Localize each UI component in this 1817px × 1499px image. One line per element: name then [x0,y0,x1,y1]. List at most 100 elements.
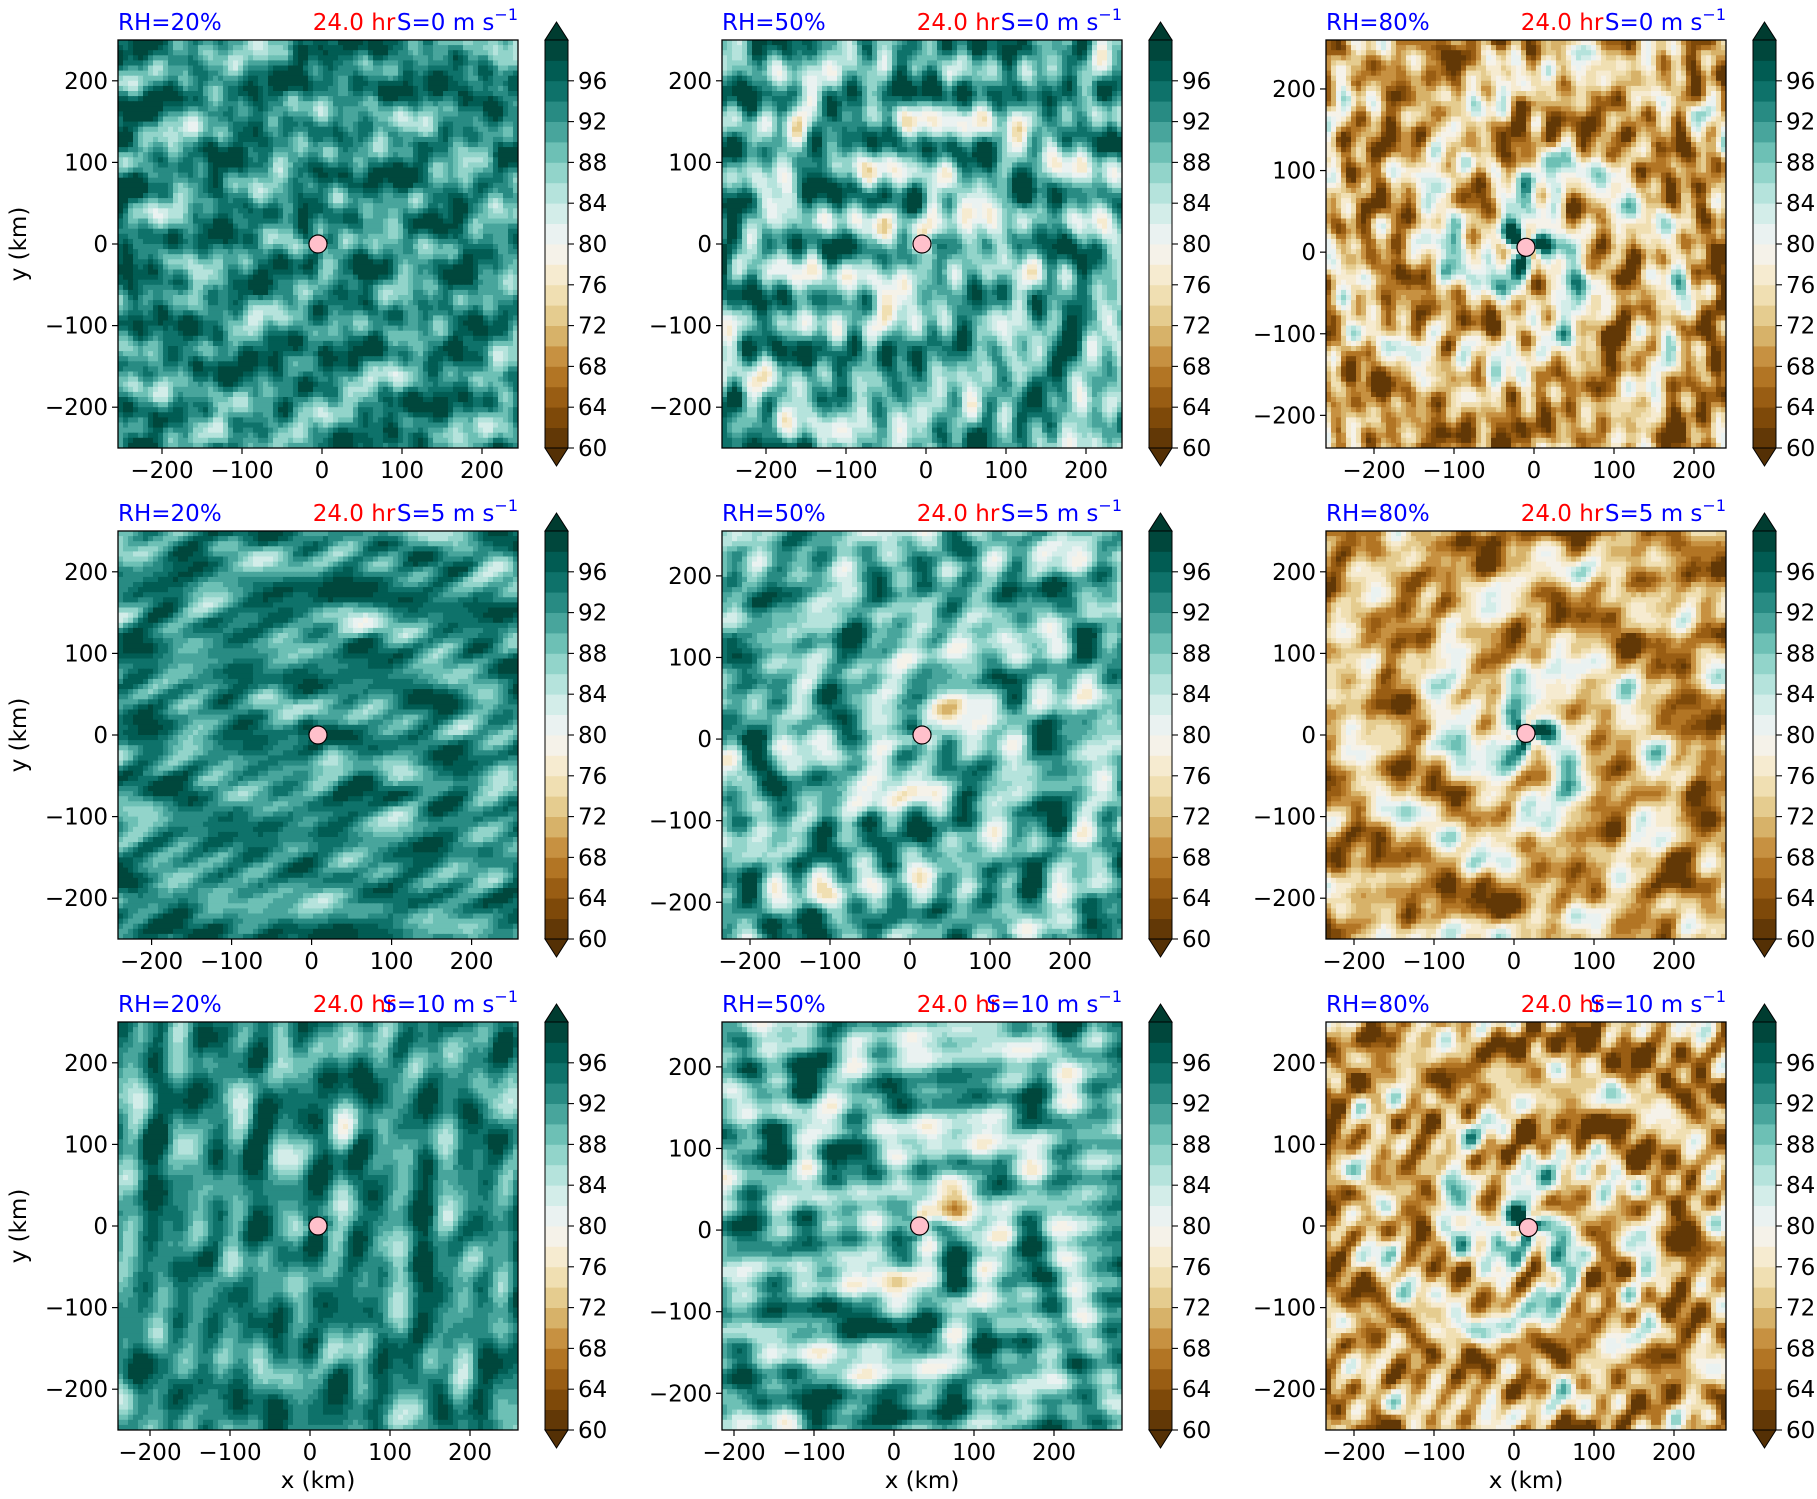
heatmap-cell [423,208,429,214]
heatmap-cell [393,305,399,311]
heatmap-cell [123,187,129,194]
heatmap-cell [173,335,179,342]
heatmap-cell [133,126,139,133]
heatmap-cell [338,147,344,153]
heatmap-cell [143,55,149,61]
heatmap-cell [263,249,269,255]
heatmap-cell [483,167,489,174]
heatmap-cell [323,315,329,322]
heatmap-cell [293,136,299,143]
heatmap-cell [508,152,514,158]
heatmap-cell [188,284,194,291]
heatmap-cell [418,305,424,311]
heatmap-cell [473,96,479,102]
heatmap-cell [253,218,259,225]
heatmap-cell [253,259,259,265]
heatmap-cell [488,259,494,265]
heatmap-cell [363,167,369,174]
heatmap-cell [458,320,464,327]
heatmap-cell [248,75,254,82]
heatmap-cell [418,228,424,235]
heatmap-cell [168,274,174,281]
heatmap-cell [463,70,469,77]
heatmap-cell [278,198,284,204]
heatmap-cell [483,289,489,296]
heatmap-cell [488,289,494,296]
heatmap-cell [473,330,479,337]
heatmap-cell [243,80,249,87]
heatmap-cell [323,106,329,112]
heatmap-cell [118,187,124,194]
heatmap-cell [198,351,204,357]
heatmap-cell [203,325,209,332]
heatmap-cell [493,177,499,184]
heatmap-cell [218,346,224,352]
heatmap-cell [293,213,299,220]
heatmap-cell [313,223,319,230]
heatmap-cell [383,40,389,46]
heatmap-cell [513,50,518,56]
heatmap-cell [218,351,224,357]
heatmap-cell [233,187,239,194]
heatmap-cell [253,50,259,56]
heatmap-cell [383,335,389,342]
heatmap-cell [428,187,434,194]
heatmap-cell [448,249,454,255]
heatmap-cell [218,213,224,220]
heatmap-cell [443,50,449,56]
heatmap-cell [358,315,364,322]
heatmap-cell [123,116,129,123]
heatmap-cell [408,310,414,316]
heatmap-cell [273,60,279,67]
heatmap-cell [503,111,509,118]
heatmap-cell [408,300,414,306]
heatmap-cell [153,310,159,316]
heatmap-cell [428,346,434,352]
heatmap-cell [213,91,219,97]
heatmap-cell [493,121,499,128]
heatmap-cell [493,147,499,153]
heatmap-cell [278,233,284,240]
heatmap-cell [478,65,484,72]
heatmap-cell [253,157,259,163]
heatmap-cell [218,274,224,281]
heatmap-cell [228,223,234,230]
heatmap-cell [373,116,379,123]
heatmap-cell [413,254,419,260]
heatmap-cell [453,121,459,128]
heatmap-cell [303,330,309,337]
heatmap-cell [248,244,254,250]
heatmap-cell [333,172,339,179]
heatmap-cell [183,325,189,332]
heatmap-cell [238,218,244,225]
heatmap-cell [408,187,414,194]
heatmap-cell [298,91,304,97]
heatmap-cell [493,45,499,51]
heatmap-cell [408,198,414,204]
heatmap-cell [288,351,294,357]
heatmap-cell [373,167,379,174]
heatmap-cell [143,264,149,271]
heatmap-cell [508,284,514,291]
heatmap-cell [368,106,374,112]
heatmap-cell [143,91,149,97]
heatmap-cell [323,85,329,92]
heatmap-cell [403,305,409,311]
heatmap-cell [478,162,484,169]
heatmap-cell [163,116,169,123]
heatmap-cell [388,55,394,61]
heatmap-cell [378,142,384,148]
heatmap-cell [258,152,264,158]
heatmap-cell [188,116,194,123]
heatmap-cell [128,208,134,214]
heatmap-cell [263,55,269,61]
heatmap-cell [158,218,164,225]
heatmap-cell [203,131,209,138]
heatmap-cell [488,187,494,194]
heatmap-cell [218,305,224,311]
heatmap-cell [458,335,464,342]
heatmap-cell [323,193,329,199]
heatmap-cell [478,157,484,163]
heatmap-cell [143,218,149,225]
heatmap-cell [498,289,504,296]
